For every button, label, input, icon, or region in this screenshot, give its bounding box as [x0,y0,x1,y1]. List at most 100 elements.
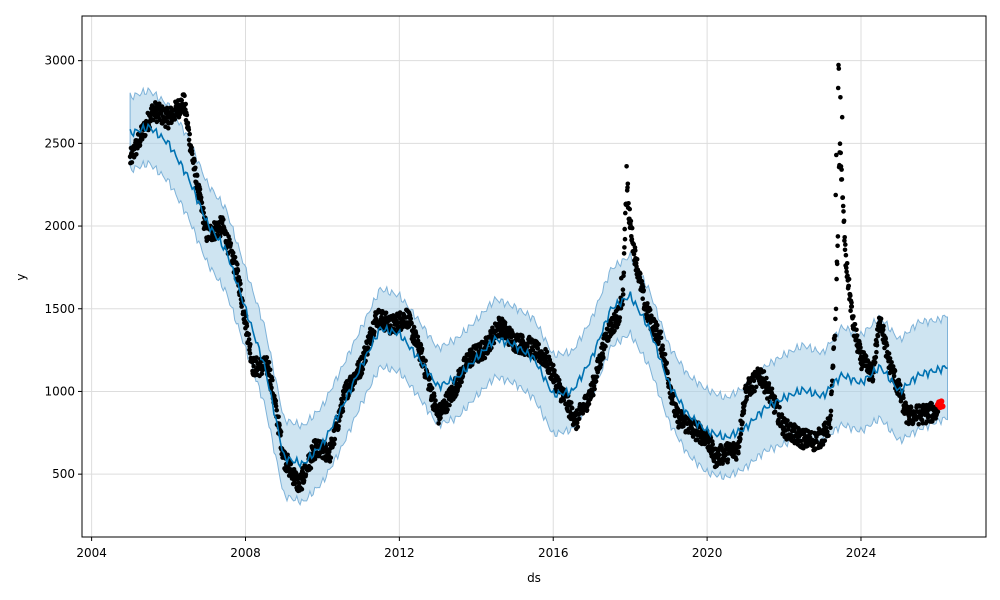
observed-point [825,429,830,435]
observed-point [603,331,609,337]
observed-point [340,408,346,414]
observed-point [303,472,309,477]
observed-point [246,331,252,337]
observed-point [620,292,626,297]
observed-point [383,310,389,316]
x-tick-label: 2008 [230,546,261,560]
observed-point [586,401,592,407]
observed-point [844,269,849,275]
observed-point [845,273,850,278]
observed-point [336,424,341,429]
observed-point [873,354,879,360]
observed-point [881,323,886,329]
observed-point [569,400,574,405]
observed-point [836,62,841,68]
observed-point [834,261,840,267]
observed-point [192,158,197,164]
observed-point [623,210,628,216]
uncertainty-band-area [129,86,948,506]
observed-point [232,254,238,260]
recent-point [938,398,945,405]
observed-point [890,364,896,369]
observed-point [612,328,617,334]
observed-point [299,486,305,492]
observed-point [308,465,314,471]
observed-point [634,256,640,262]
observed-point [828,425,833,431]
observed-point [620,287,626,293]
observed-point [520,334,525,340]
observed-point [878,316,884,322]
observed-point [637,275,643,281]
y-tick-label: 2500 [44,136,75,150]
observed-point [720,461,725,466]
observed-point [761,369,767,374]
observed-point [628,218,634,224]
observed-point [184,112,190,118]
observed-point [601,355,606,361]
observed-point [276,414,281,420]
observed-point [740,420,745,425]
observed-point [408,316,414,321]
observed-point [246,337,252,342]
y-axis-ticks: 500 1000 1500 2000 2500 3000 [44,54,82,481]
observed-point [640,296,645,302]
observed-point [901,395,906,401]
observed-point [625,181,631,187]
observed-point [166,125,171,131]
observed-point [576,416,582,422]
observed-point [751,378,757,384]
observed-point [777,404,782,410]
observed-point [638,271,643,276]
y-tick-label: 1000 [44,384,75,398]
observed-point [883,336,888,342]
forecast-line [129,121,948,469]
observed-point [502,320,508,325]
y-tick-label: 3000 [44,54,75,68]
uncertainty-band [129,86,948,506]
observed-point [626,201,631,206]
observed-point [621,251,627,256]
observed-point [849,300,854,305]
observed-point [183,101,188,107]
y-tick-label: 2000 [44,219,75,233]
observed-point [842,247,848,253]
observed-point [827,417,833,422]
observed-point [331,441,337,447]
observed-point [660,347,666,352]
observed-point [182,93,187,99]
observed-point [828,413,833,418]
observed-point [247,347,252,353]
observed-point [629,225,635,231]
y-axis-label: y [14,273,28,280]
observed-point [935,409,941,415]
observed-point [658,335,664,341]
observed-point [828,408,834,414]
observed-point [741,408,747,413]
observed-point [633,248,638,253]
observed-point [798,438,804,444]
observed-point [621,270,627,276]
observed-point [259,371,265,377]
observed-point [445,407,450,413]
observed-point [750,385,755,390]
x-tick-label: 2016 [538,546,569,560]
observed-point [880,327,886,333]
observed-point [172,117,178,122]
observed-point [738,431,744,437]
observed-points [127,62,941,494]
observed-point [372,329,377,335]
observed-point [359,370,365,376]
observed-point [833,192,838,198]
observed-point [826,433,831,438]
observed-point [129,160,135,165]
observed-point [779,412,785,417]
observed-point [143,133,148,138]
observed-point [433,398,438,403]
observed-point [837,141,843,146]
observed-point [221,217,226,222]
observed-point [230,250,236,256]
observed-point [842,238,847,243]
observed-point [664,360,669,366]
observed-point [193,165,198,171]
